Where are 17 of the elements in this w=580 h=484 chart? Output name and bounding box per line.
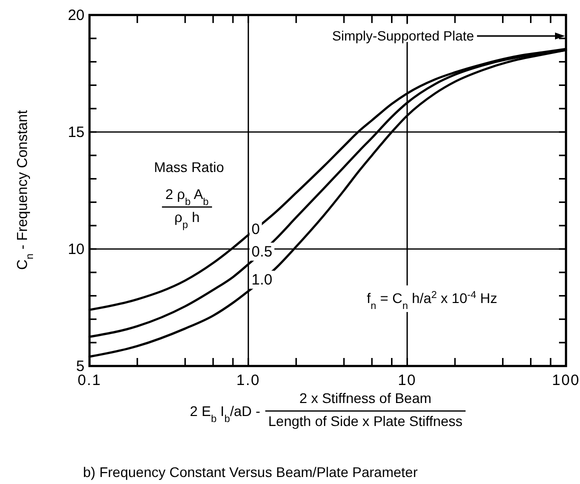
y-tick-label: 15	[68, 124, 84, 141]
x-tick-label: 1.0	[236, 372, 260, 389]
annotation: Simply-Supported Plate	[332, 28, 474, 44]
text: f$_{n}$ = C$_{n}$ h/a$^{2}$ x 10$^{-4}$ Hz	[366, 289, 498, 312]
text: 2 ρ$_{b}$ A$_{b}$ ρ$_{p}$ h	[165, 186, 209, 230]
legend-title: Mass Ratio	[154, 159, 224, 175]
text: b) Frequency Constant Versus Beam/Plate Parameter	[83, 464, 418, 480]
x-tick-label: 0.1	[78, 372, 102, 389]
series-label: 1.0	[252, 271, 272, 288]
series-label: 0	[252, 220, 260, 238]
y-tick-label: 10	[68, 241, 84, 258]
series-label: 0.5	[252, 243, 272, 260]
x-tick-label: 100	[552, 372, 580, 389]
x-tick-label: 10	[398, 372, 417, 389]
y-tick-label: 20	[68, 7, 84, 24]
text: 2 E$_{b}$ I$_{b}$/aD - 2 x Stiffness of Beam Length of Side x Plate Stiffness	[190, 390, 463, 429]
y-tick-label: 5	[76, 358, 84, 375]
